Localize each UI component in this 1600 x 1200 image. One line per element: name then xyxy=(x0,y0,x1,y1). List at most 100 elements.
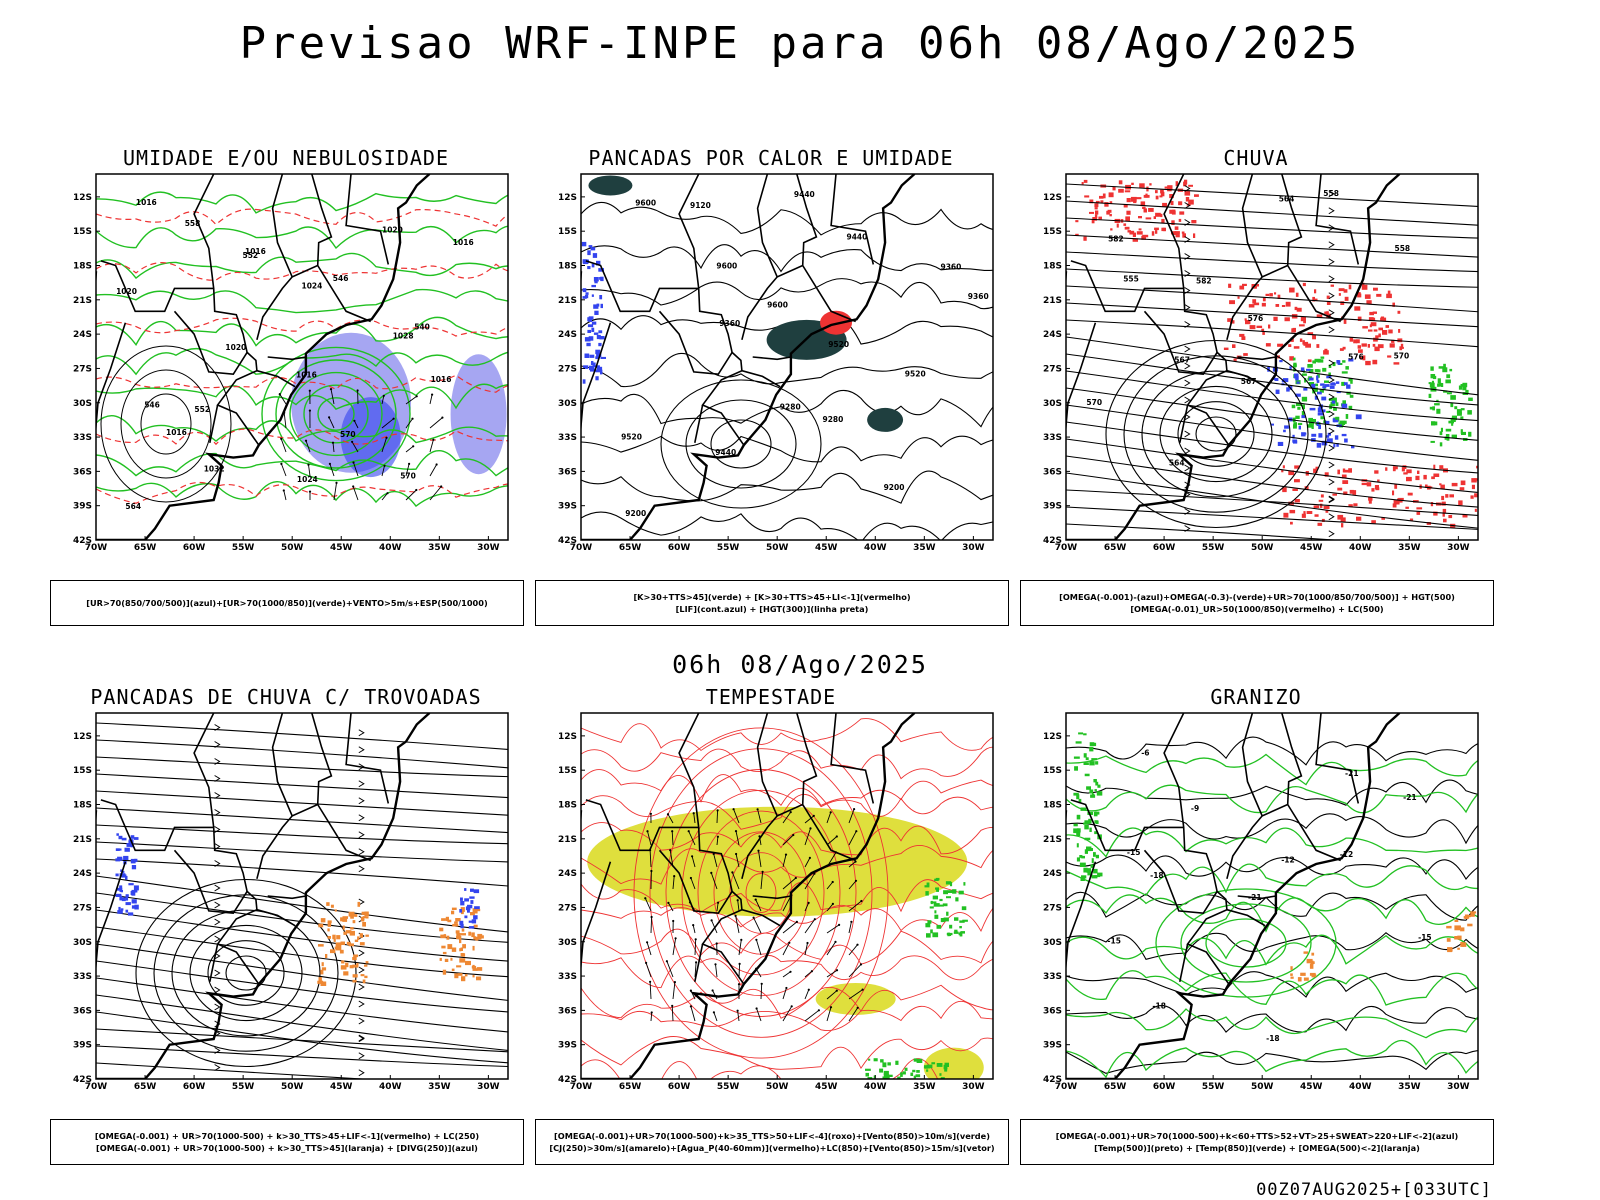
contour-label: 9200 xyxy=(884,483,905,492)
rain-omega-ur50-area xyxy=(1458,500,1463,506)
rain-omega-ur50-area xyxy=(1397,310,1401,314)
lon-tick-label: 60W xyxy=(668,543,691,553)
rain-omega-ur50-area xyxy=(1306,511,1313,514)
wind-vector xyxy=(305,440,311,453)
wind-vector-850 xyxy=(804,873,815,890)
temp-850-contour xyxy=(1081,875,1087,879)
temp-850-contour xyxy=(1066,827,1478,858)
thunderstorm-showers-area xyxy=(364,975,368,979)
thunderstorm-showers-area xyxy=(441,945,446,949)
thunderstorm-showers-area xyxy=(342,925,345,930)
temp-850-contour xyxy=(1066,1040,1478,1079)
lifted-index-contour xyxy=(591,294,594,297)
streamline xyxy=(96,841,508,863)
streamline-arrow xyxy=(358,797,365,805)
streamline-arrow xyxy=(358,966,365,974)
rain-omega-ur50-area xyxy=(1392,490,1395,496)
rain-omega-ur50-area xyxy=(1376,293,1382,297)
rain-omega-ur50-area xyxy=(1294,465,1300,469)
rain-omega-03-area xyxy=(1450,395,1456,400)
thunderstorm-showers-area xyxy=(350,915,354,919)
thickness-500-1000-contour xyxy=(96,428,508,446)
wind-vector-850-head xyxy=(812,814,815,817)
streamline-arrow xyxy=(214,775,221,782)
rain-omega-03-area xyxy=(1439,431,1443,436)
wind-vector-850 xyxy=(690,877,696,890)
panel-chuva: CHUVA 582 582 576 576 570 570 564 564 558 558 555 5… xyxy=(996,146,1516,626)
temp-850-contour xyxy=(1078,798,1082,804)
rain-omega-0001-area xyxy=(1336,391,1341,394)
wind-850-area xyxy=(924,885,930,888)
wind-vector-850-head xyxy=(646,830,649,833)
thunderstorm-showers-area xyxy=(365,961,369,964)
rain-omega-0001-area xyxy=(1321,409,1326,413)
thunderstorm-showers-area xyxy=(330,949,336,954)
lat-tick-label: 30S xyxy=(73,399,92,409)
lon-tick-label: 35W xyxy=(1398,1082,1421,1092)
thunderstorm-showers-area xyxy=(465,960,471,966)
rain-omega-ur50-area xyxy=(1313,468,1318,473)
rain-omega-ur50-area xyxy=(1171,231,1177,235)
wind-vector-850-head xyxy=(760,982,763,985)
omega-500-area xyxy=(1312,961,1315,964)
rain-omega-ur50-area xyxy=(1392,302,1395,307)
wind-vector-850-head xyxy=(761,870,764,873)
wind-850-area xyxy=(902,1071,906,1075)
contour-label: 9280 xyxy=(823,415,844,424)
rain-omega-ur50-area xyxy=(1342,480,1349,484)
rain-omega-ur50-area xyxy=(1163,227,1166,232)
rain-omega-0001-area xyxy=(1320,383,1325,386)
rain-omega-ur50-area xyxy=(1317,522,1323,526)
wind-vector-head xyxy=(282,489,285,492)
circulation-streamline xyxy=(171,909,321,1037)
wind-vector xyxy=(405,489,417,501)
wind-vector xyxy=(429,464,437,477)
humidity-1000-850-contour xyxy=(96,316,508,347)
rain-omega-ur50-area xyxy=(1369,311,1374,316)
rain-omega-ur50-area xyxy=(1373,329,1378,332)
rain-omega-ur50-area xyxy=(1292,327,1296,332)
thunderstorm-showers-area xyxy=(460,907,465,912)
rain-omega-03-area xyxy=(1462,385,1467,391)
wind-vector-850-head xyxy=(735,852,738,856)
wind-vector-850-head xyxy=(714,963,717,966)
circulation-streamline xyxy=(1105,339,1327,529)
wind-850-area xyxy=(925,923,931,928)
rain-omega-ur50-area xyxy=(1459,487,1465,491)
wind-850-area xyxy=(882,1076,889,1079)
thunderstorm-showers-area xyxy=(478,935,484,939)
rain-omega-ur50-area xyxy=(1098,216,1102,220)
streamline xyxy=(1066,183,1478,208)
circulation-streamline xyxy=(1195,416,1237,452)
rain-omega-03-area xyxy=(1297,422,1303,425)
rain-omega-0001-area xyxy=(1318,433,1323,438)
wind-vector-850-head xyxy=(715,942,718,945)
rain-omega-03-area xyxy=(1314,358,1320,362)
thunderstorm-showers-area xyxy=(447,944,453,950)
lifted-index-contour xyxy=(600,303,603,309)
wind-vector-850-head xyxy=(835,989,838,992)
thunderstorm-showers-area xyxy=(457,973,463,976)
rain-omega-ur50-area xyxy=(1417,470,1420,474)
streamline-arrow xyxy=(1328,326,1335,334)
lat-tick-label: 42S xyxy=(73,536,92,546)
political-border xyxy=(267,895,307,900)
wind-850-area xyxy=(925,891,929,896)
rain-omega-ur50-area xyxy=(1318,499,1324,502)
political-border xyxy=(581,322,612,435)
pressure-isobar xyxy=(140,393,192,455)
rain-omega-ur50-area xyxy=(1353,339,1358,344)
rain-omega-03-area xyxy=(1311,419,1316,423)
lat-tick-label: 33S xyxy=(1043,433,1062,443)
coastline xyxy=(96,713,431,1079)
wind-vector-850 xyxy=(760,983,763,1000)
rain-omega-0001-area xyxy=(1301,415,1306,419)
wind-vector-850-head xyxy=(711,989,714,992)
rain-omega-ur50-area xyxy=(1277,294,1281,299)
rain-omega-03-area xyxy=(1293,362,1297,368)
wind-vector-850 xyxy=(848,944,858,956)
political-border xyxy=(100,260,214,313)
temp-850-contour xyxy=(1089,742,1095,747)
divergence-250-area xyxy=(131,892,136,896)
streamline-arrow xyxy=(1328,495,1335,503)
